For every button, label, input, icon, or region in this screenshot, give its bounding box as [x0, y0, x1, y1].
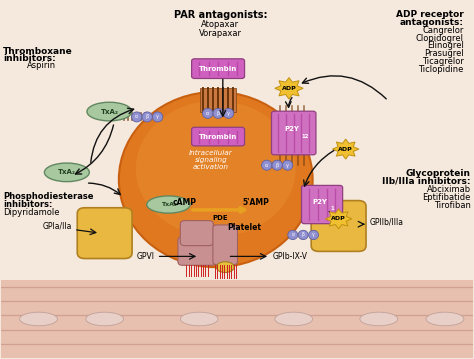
Text: Eptifibatide: Eptifibatide: [422, 193, 471, 202]
Ellipse shape: [132, 112, 142, 122]
Polygon shape: [275, 78, 303, 99]
Text: 12: 12: [302, 134, 309, 139]
FancyBboxPatch shape: [272, 111, 316, 155]
Ellipse shape: [180, 312, 218, 326]
Ellipse shape: [262, 160, 272, 170]
Text: γ: γ: [286, 163, 289, 168]
Text: inhibitors:: inhibitors:: [3, 54, 56, 63]
Text: γ: γ: [156, 115, 159, 120]
Text: Clopidogrel: Clopidogrel: [416, 34, 464, 43]
Text: TxA₂: TxA₂: [161, 202, 176, 207]
Text: PDE: PDE: [213, 215, 228, 220]
Text: Thrombin: Thrombin: [199, 66, 237, 72]
Ellipse shape: [426, 312, 464, 326]
Text: GPIIb/IIIa: GPIIb/IIIa: [369, 218, 403, 227]
Text: TxA₂: TxA₂: [58, 169, 76, 175]
Text: Elinogrel: Elinogrel: [427, 41, 464, 51]
Text: Cangrelor: Cangrelor: [422, 26, 464, 35]
Ellipse shape: [298, 230, 308, 239]
Text: γ: γ: [312, 232, 315, 237]
Text: inhibitors:: inhibitors:: [3, 200, 53, 209]
Ellipse shape: [283, 160, 293, 170]
Ellipse shape: [119, 92, 313, 267]
Ellipse shape: [19, 312, 57, 326]
Ellipse shape: [87, 102, 132, 121]
Text: Tirofiban: Tirofiban: [434, 201, 471, 210]
Text: GPIb-IX-V: GPIb-IX-V: [273, 252, 308, 261]
FancyBboxPatch shape: [77, 208, 132, 258]
FancyBboxPatch shape: [311, 201, 366, 251]
Text: cAMP: cAMP: [173, 199, 197, 208]
Text: GPIa/IIa: GPIa/IIa: [42, 222, 72, 230]
Text: TxA₂: TxA₂: [100, 108, 118, 115]
Text: γ: γ: [227, 111, 230, 116]
FancyBboxPatch shape: [301, 185, 343, 224]
Text: α: α: [291, 232, 294, 237]
Polygon shape: [332, 139, 359, 159]
Text: Glycoprotein: Glycoprotein: [406, 169, 471, 178]
Ellipse shape: [147, 196, 190, 213]
Text: P2Y: P2Y: [312, 199, 327, 205]
FancyBboxPatch shape: [0, 280, 474, 358]
Polygon shape: [325, 209, 352, 229]
Text: PAR antagonists:: PAR antagonists:: [173, 10, 267, 20]
Ellipse shape: [213, 108, 223, 118]
Text: β: β: [217, 111, 219, 116]
Ellipse shape: [86, 312, 124, 326]
Text: GPVI: GPVI: [137, 252, 155, 261]
Text: IIb/IIIa inhibitors:: IIb/IIIa inhibitors:: [383, 177, 471, 186]
Text: Prasugrel: Prasugrel: [424, 49, 464, 58]
Text: Ticlopidine: Ticlopidine: [419, 65, 464, 74]
Text: Dipyridamole: Dipyridamole: [3, 208, 60, 217]
Ellipse shape: [202, 108, 213, 118]
Text: ADP: ADP: [331, 216, 346, 222]
Ellipse shape: [275, 312, 313, 326]
Ellipse shape: [216, 262, 234, 272]
Ellipse shape: [360, 312, 398, 326]
Text: β: β: [275, 163, 279, 168]
Ellipse shape: [309, 230, 319, 239]
Text: β: β: [302, 232, 305, 237]
Text: β: β: [146, 115, 149, 120]
Ellipse shape: [45, 163, 89, 182]
Text: 5'AMP: 5'AMP: [243, 199, 269, 208]
Text: Thromboxane: Thromboxane: [3, 47, 73, 56]
FancyBboxPatch shape: [201, 88, 236, 112]
Text: Platelet: Platelet: [227, 223, 261, 232]
Ellipse shape: [153, 112, 163, 122]
FancyBboxPatch shape: [178, 237, 216, 265]
Text: Abciximab: Abciximab: [427, 185, 471, 194]
Text: Vorapaxar: Vorapaxar: [199, 29, 242, 38]
Ellipse shape: [288, 230, 298, 239]
Text: Phosphodiesterase: Phosphodiesterase: [3, 192, 93, 201]
Text: P2Y: P2Y: [284, 126, 299, 132]
Text: Thrombin: Thrombin: [199, 134, 237, 140]
Text: α: α: [265, 163, 268, 168]
FancyBboxPatch shape: [180, 221, 213, 246]
FancyBboxPatch shape: [191, 59, 245, 79]
Ellipse shape: [272, 160, 283, 170]
Text: Aspirin: Aspirin: [27, 61, 56, 70]
Text: antagonists:: antagonists:: [400, 18, 464, 27]
Text: Intracellular
signaling
activation: Intracellular signaling activation: [189, 150, 233, 170]
Text: ADP: ADP: [282, 86, 296, 91]
Ellipse shape: [223, 108, 234, 118]
Ellipse shape: [136, 101, 296, 237]
Text: ADP: ADP: [338, 146, 353, 151]
Text: α: α: [135, 115, 138, 120]
Ellipse shape: [142, 112, 153, 122]
FancyBboxPatch shape: [213, 225, 237, 265]
Text: ADP receptor: ADP receptor: [396, 10, 464, 19]
Text: Atopaxar: Atopaxar: [201, 20, 239, 29]
Text: α: α: [206, 111, 210, 116]
Text: Ticagrelor: Ticagrelor: [422, 57, 464, 66]
FancyBboxPatch shape: [191, 127, 245, 146]
Text: 1: 1: [330, 206, 334, 211]
